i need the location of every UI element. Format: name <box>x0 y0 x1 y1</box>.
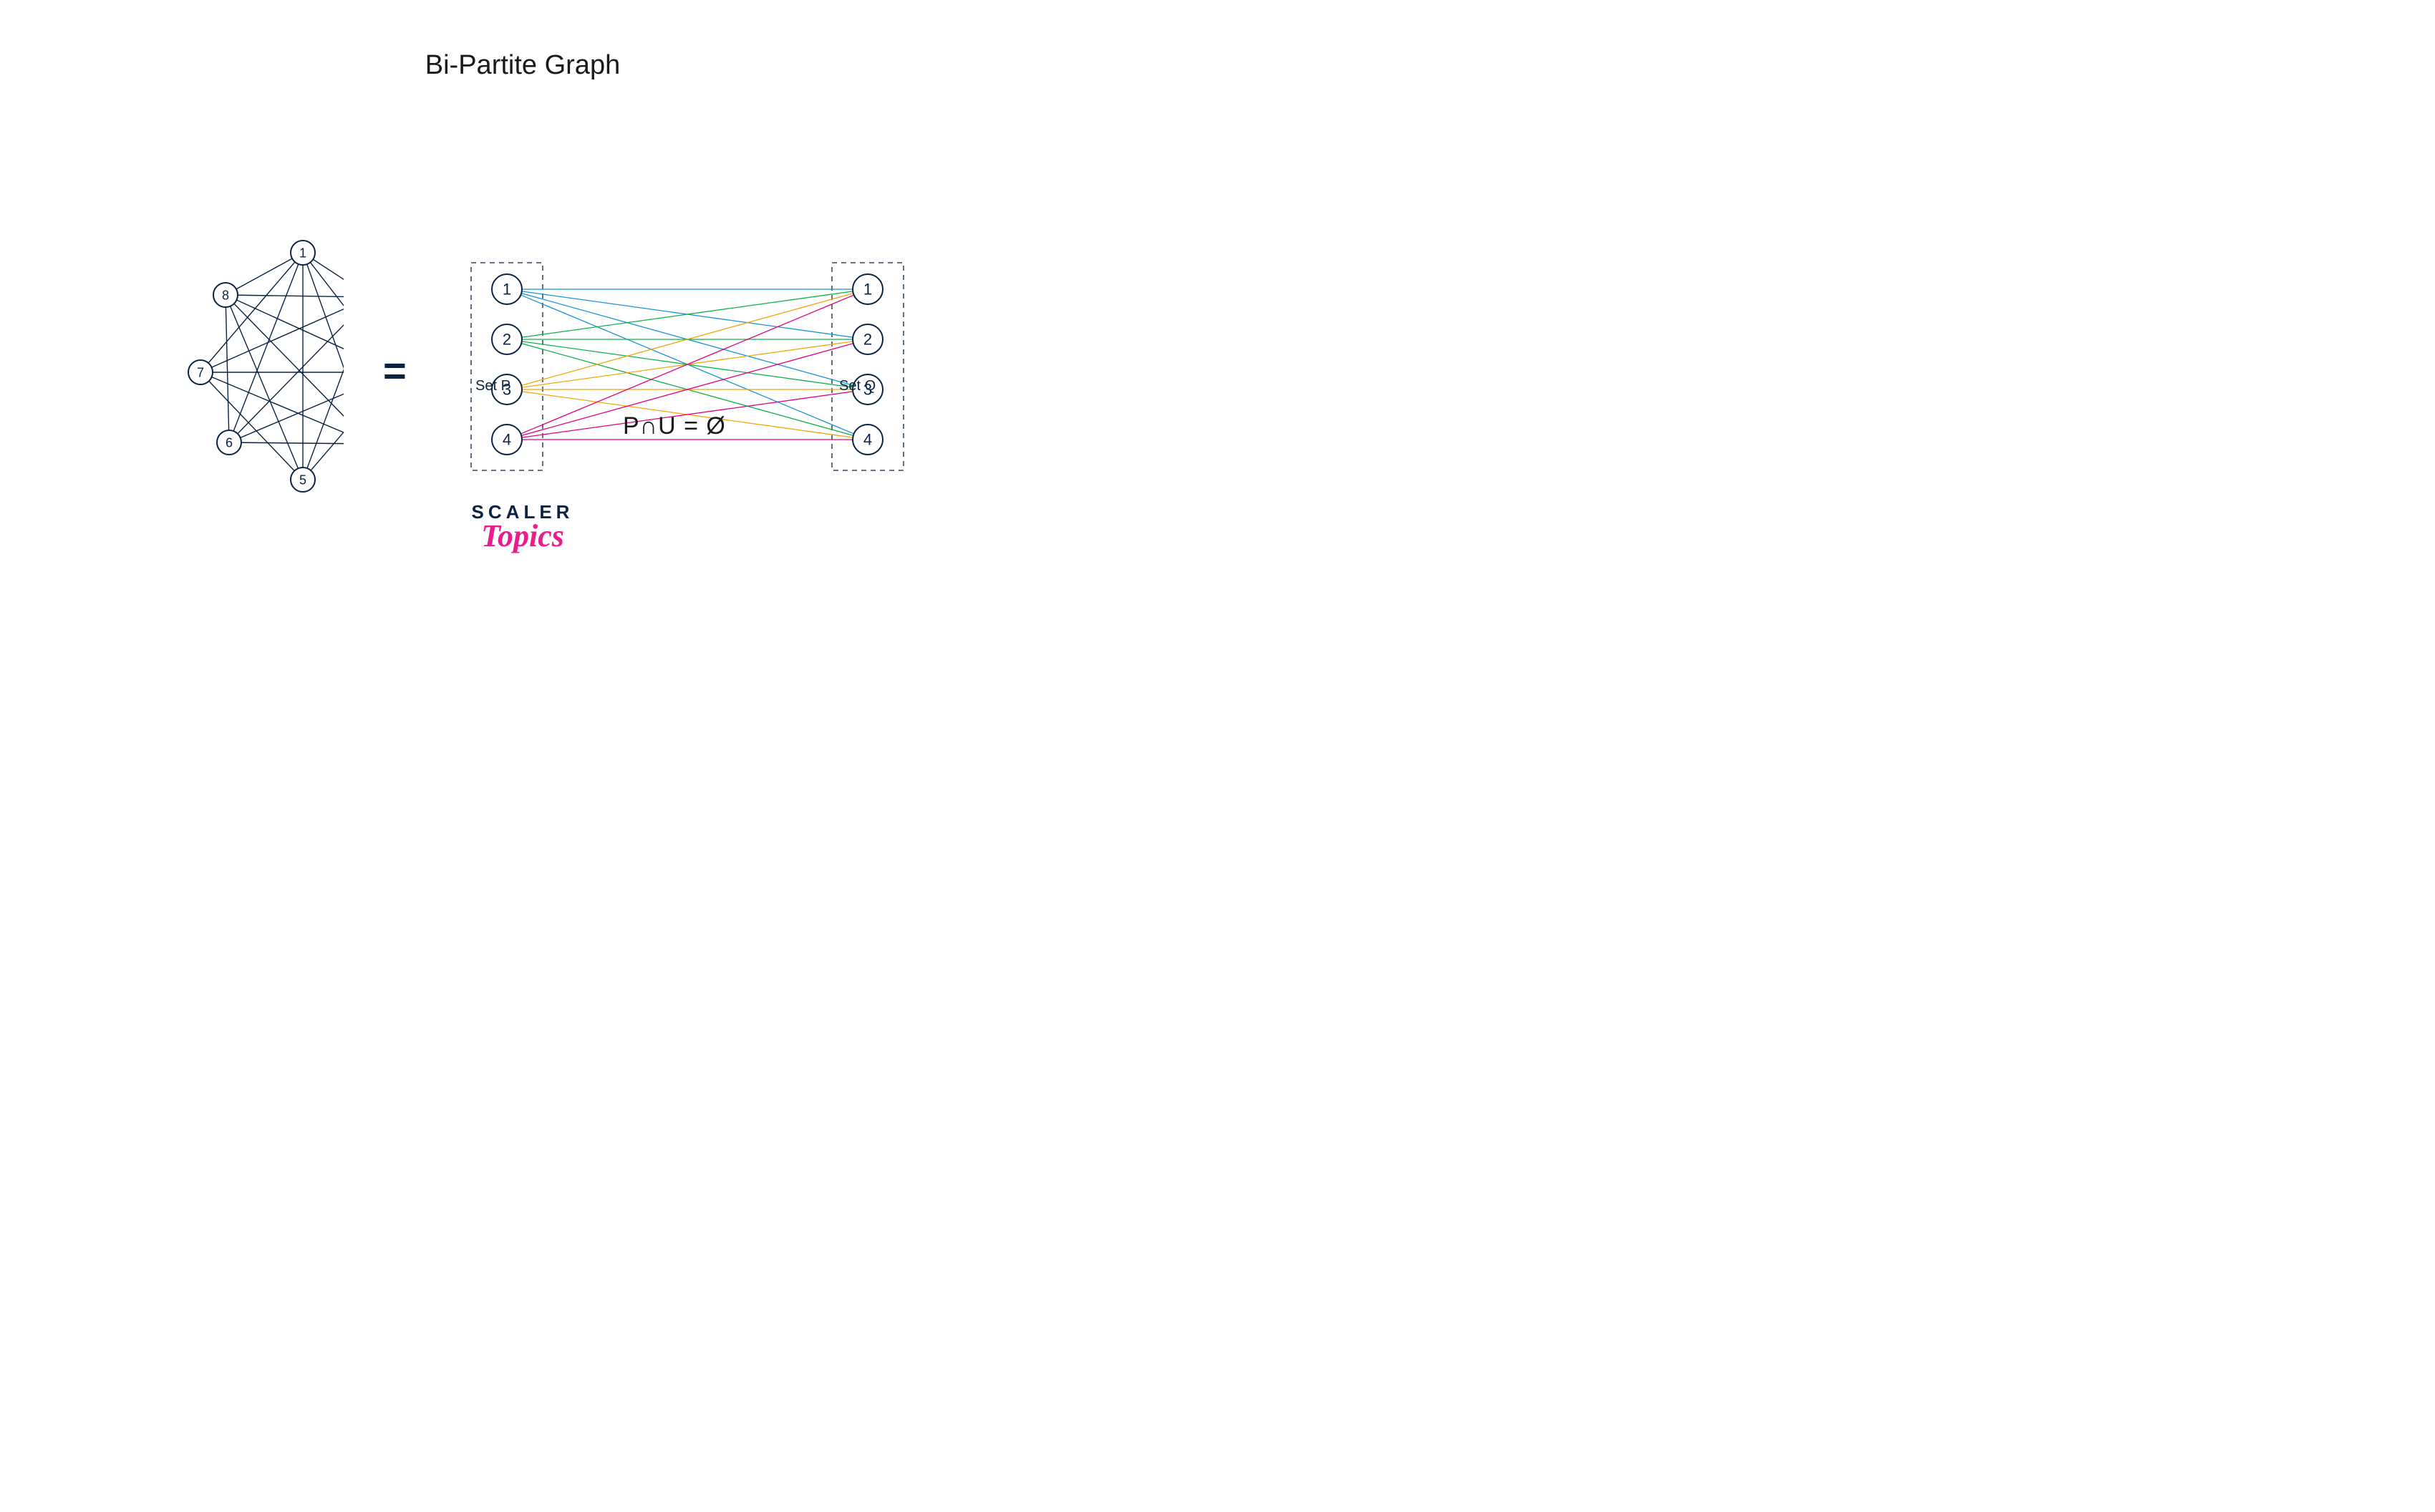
svg-text:6: 6 <box>226 435 233 450</box>
intersection-formula: P∩U = Ø <box>623 412 726 440</box>
svg-text:1: 1 <box>299 246 306 260</box>
bipartite-graph: 12341234 <box>457 259 915 495</box>
equals-symbol: = <box>383 347 407 394</box>
svg-text:2: 2 <box>503 330 511 348</box>
svg-text:7: 7 <box>197 365 204 379</box>
logo-topics-text: Topics <box>472 518 574 554</box>
svg-text:1: 1 <box>863 280 872 298</box>
brand-logo: SCALER Topics <box>472 501 574 554</box>
svg-text:1: 1 <box>503 280 511 298</box>
svg-text:5: 5 <box>299 472 306 487</box>
svg-text:2: 2 <box>863 330 872 348</box>
diagram-container: 12345678 = 12341234 <box>0 107 1045 415</box>
svg-text:4: 4 <box>503 430 511 448</box>
left-complete-graph: 12345678 <box>100 229 344 501</box>
set-p-label: Set P <box>475 378 510 394</box>
svg-text:8: 8 <box>222 288 229 302</box>
svg-text:4: 4 <box>863 430 872 448</box>
page-title: Bi-Partite Graph <box>425 50 620 81</box>
set-q-label: Set Q <box>839 378 876 394</box>
